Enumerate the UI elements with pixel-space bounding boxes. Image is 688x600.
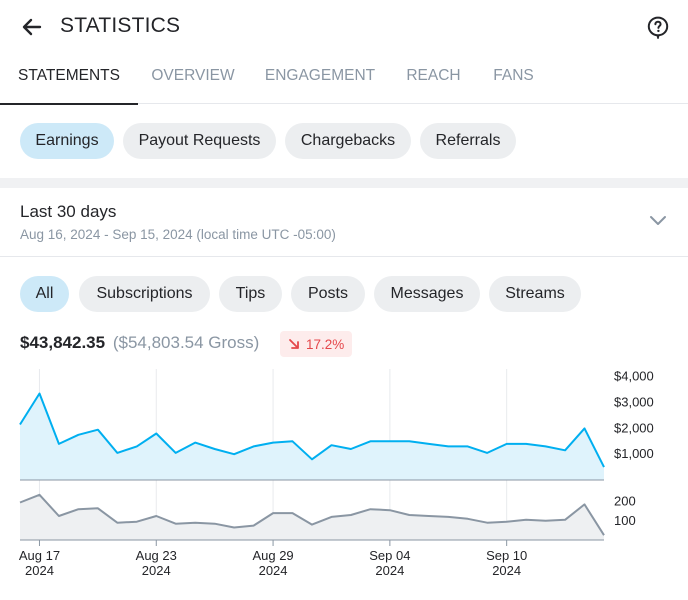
date-range-subtitle: Aug 16, 2024 - Sep 15, 2024 (local time … — [20, 227, 336, 242]
tab-overview[interactable]: OVERVIEW — [151, 67, 235, 84]
x-tick-year: 2024 — [25, 563, 54, 578]
earnings-y-tick-label: $1,000 — [614, 446, 654, 461]
earnings-summary: $43,842.35 ($54,803.54 Gross) — [20, 333, 259, 353]
earnings-line — [19, 392, 605, 468]
date-range-selector[interactable]: Last 30 days Aug 16, 2024 - Sep 15, 2024… — [0, 188, 688, 256]
x-tick-year: 2024 — [375, 563, 404, 578]
earnings-area — [20, 393, 604, 480]
question-circle-icon[interactable] — [641, 10, 675, 44]
x-tick-year: 2024 — [492, 563, 521, 578]
x-tick-year: 2024 — [259, 563, 288, 578]
top-bar: STATISTICS — [0, 0, 688, 54]
referrals-chip[interactable]: Referrals — [420, 123, 516, 159]
chevron-down-icon — [650, 216, 666, 225]
tab-engagement[interactable]: ENGAGEMENT — [264, 67, 376, 84]
count-line — [19, 493, 605, 536]
earnings-y-tick-label: $4,000 — [614, 369, 654, 384]
filter-tips-chip[interactable]: Tips — [219, 276, 282, 312]
date-range-title: Last 30 days — [20, 202, 117, 221]
x-tick-date: Sep 10 — [486, 548, 527, 563]
x-tick-year: 2024 — [142, 563, 171, 578]
change-badge: 17.2% — [280, 331, 353, 357]
earnings-y-tick-label: $3,000 — [614, 395, 654, 410]
chargebacks-chip[interactable]: Chargebacks — [285, 123, 411, 159]
tab-statements[interactable]: STATEMENTS — [0, 54, 138, 105]
earnings-chip[interactable]: Earnings — [20, 123, 114, 159]
filter-streams-chip[interactable]: Streams — [489, 276, 581, 312]
page-title: STATISTICS — [60, 14, 181, 37]
trend-down-icon — [289, 339, 299, 349]
gross-earnings: ($54,803.54 Gross) — [112, 333, 260, 352]
x-tick-date: Aug 23 — [136, 548, 177, 563]
tab-reach[interactable]: REACH — [406, 67, 461, 84]
tab-fans[interactable]: FANS — [493, 67, 534, 84]
change-value: 17.2% — [306, 336, 345, 352]
x-tick-date: Aug 17 — [19, 548, 60, 563]
x-tick-date: Aug 29 — [252, 548, 293, 563]
count-area — [20, 494, 604, 540]
earnings-y-tick-label: $2,000 — [614, 420, 654, 435]
count-y-tick-label: 100 — [614, 513, 636, 528]
range-divider — [0, 256, 688, 257]
x-tick-date: Sep 04 — [369, 548, 410, 563]
filter-messages-chip[interactable]: Messages — [374, 276, 480, 312]
count-y-tick-label: 200 — [614, 494, 636, 509]
filter-all-chip[interactable]: All — [20, 276, 69, 312]
net-earnings: $43,842.35 — [20, 333, 106, 352]
statistics-tabs: STATEMENTS OVERVIEW ENGAGEMENT REACH FAN… — [0, 54, 688, 105]
filter-subscriptions-chip[interactable]: Subscriptions — [79, 276, 210, 312]
arrow-left-icon[interactable] — [14, 10, 50, 44]
section-divider — [0, 178, 688, 188]
payout-requests-chip[interactable]: Payout Requests — [123, 123, 276, 159]
filter-posts-chip[interactable]: Posts — [291, 276, 365, 312]
